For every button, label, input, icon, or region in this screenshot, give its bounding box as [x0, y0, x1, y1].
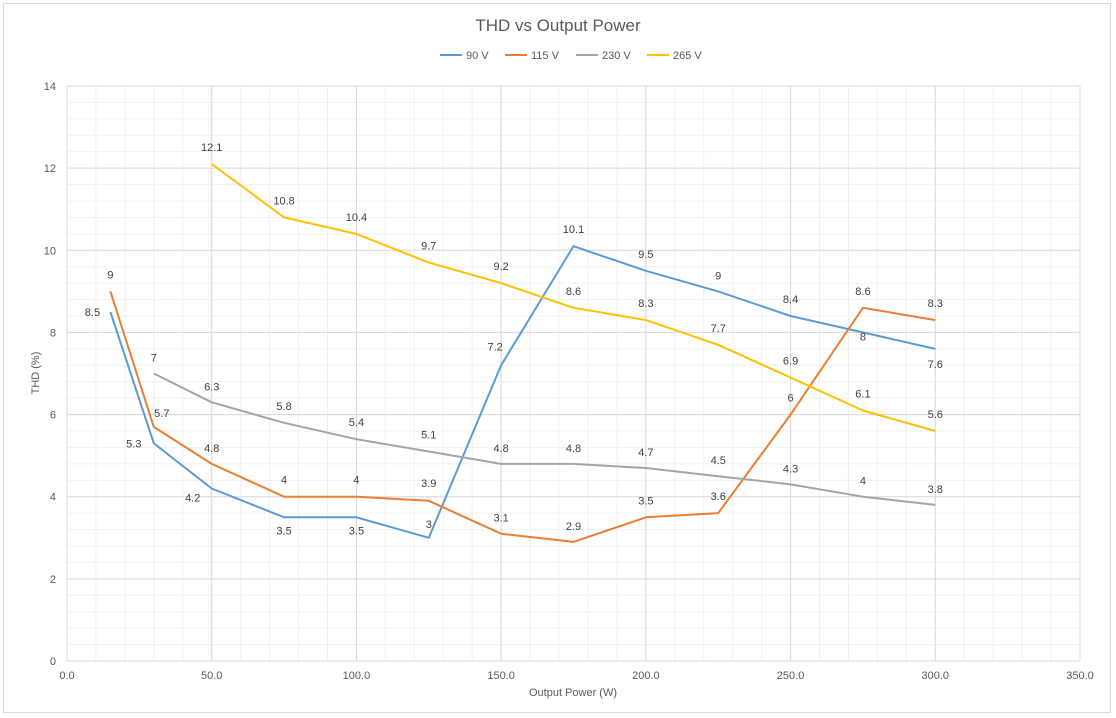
- legend-item-265v: 265 V: [647, 50, 702, 62]
- y-axis-title: THD (%): [30, 352, 42, 395]
- y-tick-label: 8: [50, 327, 56, 339]
- data-label: 6.3: [204, 381, 219, 393]
- legend-item-230v: 230 V: [576, 50, 631, 62]
- data-label: 4.3: [783, 463, 798, 475]
- data-label: 3.6: [711, 491, 726, 503]
- y-tick-label: 6: [50, 410, 56, 422]
- grid: [66, 85, 1081, 662]
- x-tick-label: 350.0: [1066, 670, 1094, 682]
- data-label: 9.5: [638, 249, 653, 261]
- data-label: 5.4: [349, 417, 364, 429]
- legend-item-115v: 115 V: [505, 50, 560, 62]
- series-line-90v: [109, 245, 936, 539]
- x-tick-label: 0.0: [59, 670, 74, 682]
- data-label: 12.1: [201, 142, 222, 154]
- legend: 90 V 115 V 230 V 265 V: [440, 50, 702, 62]
- series-lines: [109, 163, 936, 543]
- data-label: 7.2: [487, 341, 502, 353]
- legend-label: 265 V: [673, 50, 702, 62]
- data-label: 6.9: [783, 356, 798, 368]
- data-label: 8.3: [928, 298, 943, 310]
- data-label: 3.9: [421, 478, 436, 490]
- data-label: 5.3: [126, 438, 141, 450]
- x-tick-label: 150.0: [487, 670, 515, 682]
- data-label: 5.6: [928, 409, 943, 421]
- data-label: 5.8: [276, 401, 291, 413]
- data-label: 9: [107, 269, 113, 281]
- data-label: 7.6: [928, 359, 943, 371]
- data-label: 8.3: [638, 298, 653, 310]
- data-label: 4.8: [493, 443, 508, 455]
- data-label: 3.5: [638, 495, 653, 507]
- data-label: 4: [353, 475, 359, 487]
- x-tick-label: 200.0: [632, 670, 660, 682]
- x-tick-label: 300.0: [922, 670, 950, 682]
- data-label: 9: [715, 270, 721, 282]
- y-tick-label: 2: [50, 574, 56, 586]
- data-label: 8.4: [783, 294, 798, 306]
- data-label: 2.9: [566, 521, 581, 533]
- data-label: 4: [281, 475, 287, 487]
- data-label: 4: [860, 476, 866, 488]
- legend-label: 90 V: [466, 50, 489, 62]
- data-label: 5.1: [421, 430, 436, 442]
- chart-area: [3, 3, 1111, 713]
- data-label: 8.6: [566, 286, 581, 298]
- y-tick-label: 14: [44, 81, 56, 93]
- data-label: 6: [788, 393, 794, 405]
- y-tick-label: 0: [50, 656, 56, 668]
- data-label: 8: [860, 331, 866, 343]
- data-labels: 8.5 5.3 4.2 3.5 3.5 3 7.2 10.1 9.5 9 8.4 8 7.6 9 5.7 4.…: [85, 142, 943, 537]
- data-label: 8.6: [855, 286, 870, 298]
- data-label: 5.7: [154, 408, 169, 420]
- series-line-265v: [211, 163, 936, 432]
- x-tick-label: 250.0: [777, 670, 805, 682]
- data-label: 4.8: [204, 443, 219, 455]
- data-label: 9.2: [493, 261, 508, 273]
- axes: 0.0 50.0 100.0 150.0 200.0 250.0 300.0 350.0 0 2 4…: [44, 81, 1094, 682]
- data-label: 10.1: [563, 224, 584, 236]
- data-label: 4.7: [638, 447, 653, 459]
- data-label: 3: [426, 519, 432, 531]
- x-tick-label: 100.0: [343, 670, 371, 682]
- data-label: 3.5: [276, 525, 291, 537]
- y-tick-label: 10: [44, 245, 56, 257]
- data-label: 3.5: [349, 525, 364, 537]
- legend-label: 115 V: [531, 50, 560, 62]
- y-tick-label: 12: [44, 163, 56, 175]
- legend-label: 230 V: [602, 50, 631, 62]
- data-label: 4.2: [185, 493, 200, 505]
- data-label: 4.5: [711, 455, 726, 467]
- data-label: 10.4: [346, 212, 367, 224]
- chart-title: THD vs Output Power: [475, 16, 641, 35]
- data-label: 7.7: [711, 323, 726, 335]
- series-line-115v: [109, 291, 936, 543]
- data-label: 4.8: [566, 443, 581, 455]
- x-axis-title: Output Power (W): [529, 687, 617, 699]
- data-label: 8.5: [85, 307, 100, 319]
- data-label: 9.7: [421, 241, 436, 253]
- y-tick-label: 4: [50, 492, 56, 504]
- data-label: 3.8: [928, 484, 943, 496]
- legend-item-90v: 90 V: [440, 50, 489, 62]
- data-label: 3.1: [493, 513, 508, 525]
- x-tick-label: 50.0: [201, 670, 222, 682]
- data-label: 6.1: [855, 388, 870, 400]
- data-label: 10.8: [273, 195, 294, 207]
- data-label: 7: [151, 353, 157, 365]
- series-line-230v: [153, 372, 936, 506]
